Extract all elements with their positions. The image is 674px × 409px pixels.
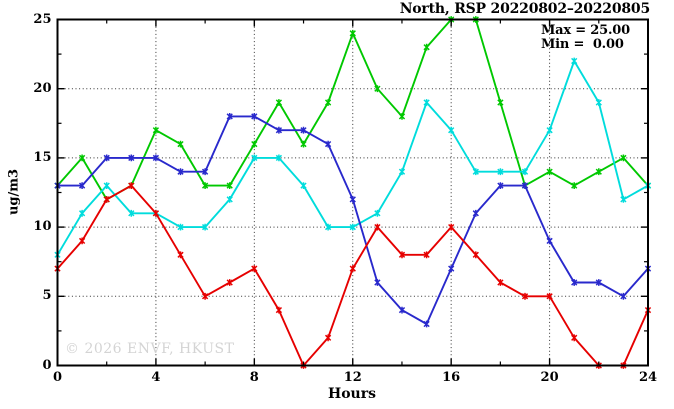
blue-line-markers <box>54 113 652 328</box>
y-tick-label-10: 10 <box>33 219 52 235</box>
x-axis-label: Hours <box>327 386 377 402</box>
y-tick-label-20: 20 <box>33 80 52 96</box>
legend-min-label: Min = 0.00 <box>540 37 624 52</box>
y-tick-label-25: 25 <box>33 11 52 27</box>
x-tick-label-24: 24 <box>638 369 658 385</box>
x-tick-label-8: 8 <box>249 369 259 385</box>
chart-title: North, RSP 20220802–20220805 <box>399 1 651 17</box>
x-tick-label-12: 12 <box>343 369 362 385</box>
y-tick-label-15: 15 <box>33 149 52 165</box>
legend-max-label: Max = 25.00 <box>540 23 630 38</box>
x-tick-label-16: 16 <box>442 369 461 385</box>
blue-line <box>57 115 649 325</box>
y-tick-label-5: 5 <box>42 288 52 304</box>
x-tick-label-20: 20 <box>540 369 559 385</box>
legend: Max = 25.00 Min = 0.00 <box>541 24 630 52</box>
y-tick-label-0: 0 <box>42 357 52 373</box>
watermark: © 2026 ENVF, HKUST <box>65 341 235 357</box>
x-tick-label-4: 4 <box>151 369 161 385</box>
x-tick-label-0: 0 <box>52 369 63 385</box>
y-axis-label: ug/m3 <box>6 168 22 216</box>
